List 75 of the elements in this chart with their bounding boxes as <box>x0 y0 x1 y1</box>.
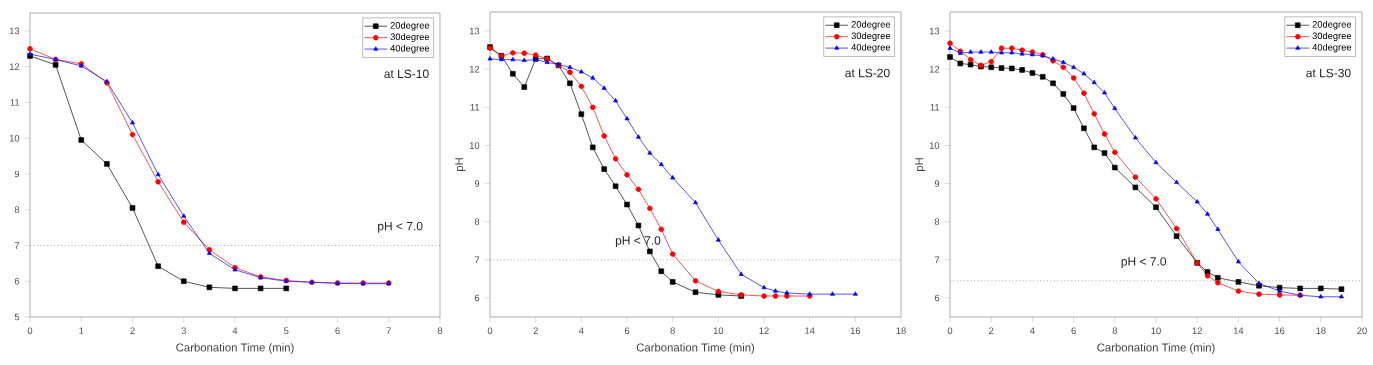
x-tick-label: 12 <box>1192 327 1202 334</box>
legend-label: 20degree <box>1312 20 1352 30</box>
legend-label: 30degree <box>1312 32 1352 41</box>
x-tick-label: 2 <box>130 327 135 334</box>
x-tick-label: 0 <box>947 327 953 334</box>
y-axis-title: pH <box>455 158 466 172</box>
legend-label: 40degree <box>390 44 430 54</box>
x-tick-label: 16 <box>1275 327 1285 334</box>
y-tick-label: 7 <box>934 256 940 264</box>
y-tick-label: 10 <box>929 142 940 149</box>
y-tick-label: 8 <box>474 218 480 225</box>
y-tick-label: 12 <box>469 65 480 73</box>
annotation: at LS-30 <box>1306 68 1351 78</box>
legend-label: 20degree <box>851 20 891 30</box>
y-tick-label: 9 <box>934 180 940 187</box>
y-tick-label: 11 <box>10 99 20 106</box>
x-tick-label: 20 <box>1357 327 1367 334</box>
x-axis-title: Carbonation Time (min) <box>636 343 755 354</box>
x-tick-label: 16 <box>850 327 861 334</box>
x-tick-label: 6 <box>1071 327 1076 334</box>
x-axis-title: Carbonation Time (min) <box>176 343 294 354</box>
x-tick-label: 12 <box>759 327 769 334</box>
ref-line-label: pH < 7.0 <box>615 236 661 248</box>
y-tick-label: 10 <box>469 142 480 149</box>
legend-label: 20degree <box>390 21 430 31</box>
y-tick-label: 13 <box>469 27 480 35</box>
x-tick-label: 2 <box>533 327 538 334</box>
y-tick-label: 12 <box>929 65 940 73</box>
legend-label: 30degree <box>390 33 430 42</box>
annotation: at LS-20 <box>845 68 890 78</box>
x-tick-label: 6 <box>624 327 630 334</box>
x-tick-label: 7 <box>386 327 391 334</box>
y-tick-label: 7 <box>14 242 20 249</box>
x-tick-label: 1 <box>79 327 84 334</box>
x-tick-label: 10 <box>1151 327 1161 334</box>
x-tick-label: 4 <box>1030 327 1035 334</box>
legend-label: 30degree <box>851 32 891 41</box>
x-tick-label: 6 <box>335 327 340 334</box>
x-tick-label: 8 <box>1112 327 1117 334</box>
y-tick-label: 6 <box>474 294 480 302</box>
x-tick-label: 4 <box>578 327 584 334</box>
y-tick-label: 5 <box>14 313 20 321</box>
x-tick-label: 18 <box>1316 327 1326 334</box>
x-tick-label: 18 <box>896 327 906 334</box>
x-tick-label: 4 <box>232 327 238 334</box>
y-tick-label: 7 <box>474 256 480 264</box>
x-tick-label: 14 <box>805 327 815 334</box>
ref-line-label: pH < 7.0 <box>378 221 423 233</box>
y-tick-label: 13 <box>9 27 20 35</box>
annotation: at LS-10 <box>384 69 429 79</box>
legend-label: 40degree <box>1312 43 1352 53</box>
ref-line-label: pH < 7.0 <box>1121 257 1167 269</box>
y-axis-title: pH <box>915 158 926 172</box>
x-tick-label: 0 <box>487 327 493 334</box>
x-tick-label: 5 <box>284 327 289 334</box>
x-tick-label: 10 <box>713 327 724 334</box>
x-tick-label: 8 <box>670 327 675 334</box>
x-tick-label: 14 <box>1233 327 1244 334</box>
x-axis-title: Carbonation Time (min) <box>1097 343 1215 354</box>
y-tick-label: 13 <box>929 27 940 35</box>
y-tick-label: 9 <box>14 170 20 178</box>
y-tick-label: 6 <box>14 277 20 285</box>
y-tick-label: 11 <box>470 104 480 111</box>
y-tick-label: 6 <box>934 294 940 302</box>
x-tick-label: 2 <box>989 327 994 334</box>
y-tick-label: 10 <box>9 134 20 142</box>
y-tick-label: 9 <box>474 180 480 187</box>
legend-label: 40degree <box>851 43 891 53</box>
y-tick-label: 8 <box>14 206 20 213</box>
y-tick-label: 11 <box>930 104 940 111</box>
y-tick-label: 12 <box>9 63 20 70</box>
x-tick-label: 8 <box>437 327 443 334</box>
x-tick-label: 3 <box>181 327 186 334</box>
y-tick-label: 8 <box>934 218 940 225</box>
x-tick-label: 0 <box>27 327 33 334</box>
